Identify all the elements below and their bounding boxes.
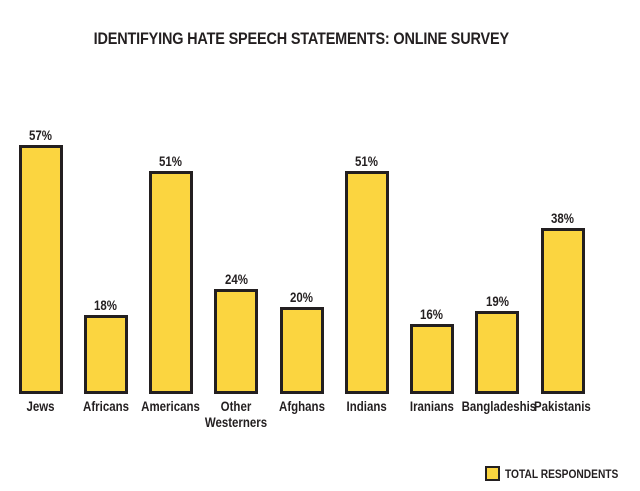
category-label: Pakistanis [521,399,605,415]
bar-value-label: 18% [64,298,148,313]
category-label-text: Other Westerners [205,399,268,431]
bar-value-label: 16% [390,307,474,322]
bar-value-text: 16% [420,307,444,322]
category-label: Jews [0,399,83,415]
bar [83,315,128,394]
bar-value-text: 38% [551,211,574,226]
legend: TOTAL RESPONDENTS [485,466,638,481]
category-label-text: Pakistanis [534,399,591,414]
category-label-text: Africans [82,399,129,414]
legend-label-text: TOTAL RESPONDENTS [505,466,619,481]
legend-swatch [485,466,500,481]
bar [410,324,454,394]
bar-column: 51% [129,94,213,394]
bar [344,171,389,394]
category-label-text: Indians [346,399,387,414]
bar-value-text: 19% [485,294,509,309]
bar-column: 19% [455,94,539,394]
bar-value-text: 51% [355,154,379,169]
bar-value-label: 57% [0,128,83,143]
bar [279,307,324,394]
category-label: Africans [64,399,148,415]
bar-column: 24% [194,94,278,394]
category-label: Iranians [390,399,474,415]
category-label-text: Afghans [278,399,325,414]
bar-column: 20% [260,94,344,394]
bar [149,171,193,394]
category-label-text: Jews [26,399,55,414]
category-label: Afghans [260,399,344,415]
bar-column: 51% [325,94,409,394]
bar-column: 38% [521,94,605,394]
bar [18,145,63,394]
category-label-text: Americans [141,399,201,414]
bar-column: 16% [390,94,474,394]
bar-column: 18% [64,94,148,394]
category-label-text: Bangladeshis [461,399,537,414]
bar-value-label: 51% [129,154,213,169]
category-label: Bangladeshis [455,399,539,415]
bar-value-label: 51% [325,154,409,169]
bar-value-label: 19% [455,294,539,309]
bar-value-label: 38% [521,211,605,226]
bar-value-text: 18% [94,298,118,313]
bar [475,311,520,394]
bar-value-text: 51% [159,154,183,169]
bar-value-text: 20% [290,290,313,305]
category-label-text: Iranians [409,399,455,414]
bar-value-text: 24% [224,272,248,287]
bar-value-text: 57% [29,128,52,143]
bar-value-label: 20% [260,290,344,305]
legend-label: TOTAL RESPONDENTS [505,467,638,481]
bar [540,228,585,394]
chart-title-text: IDENTIFYING HATE SPEECH STATEMENTS: ONLI… [93,29,509,48]
bar-value-label: 24% [194,272,278,287]
category-label: Other Westerners [194,399,278,431]
category-label: Indians [325,399,409,415]
bar-column: 57% [0,94,83,394]
bar [214,289,259,394]
chart-title: IDENTIFYING HATE SPEECH STATEMENTS: ONLI… [0,29,602,49]
category-label: Americans [129,399,213,415]
